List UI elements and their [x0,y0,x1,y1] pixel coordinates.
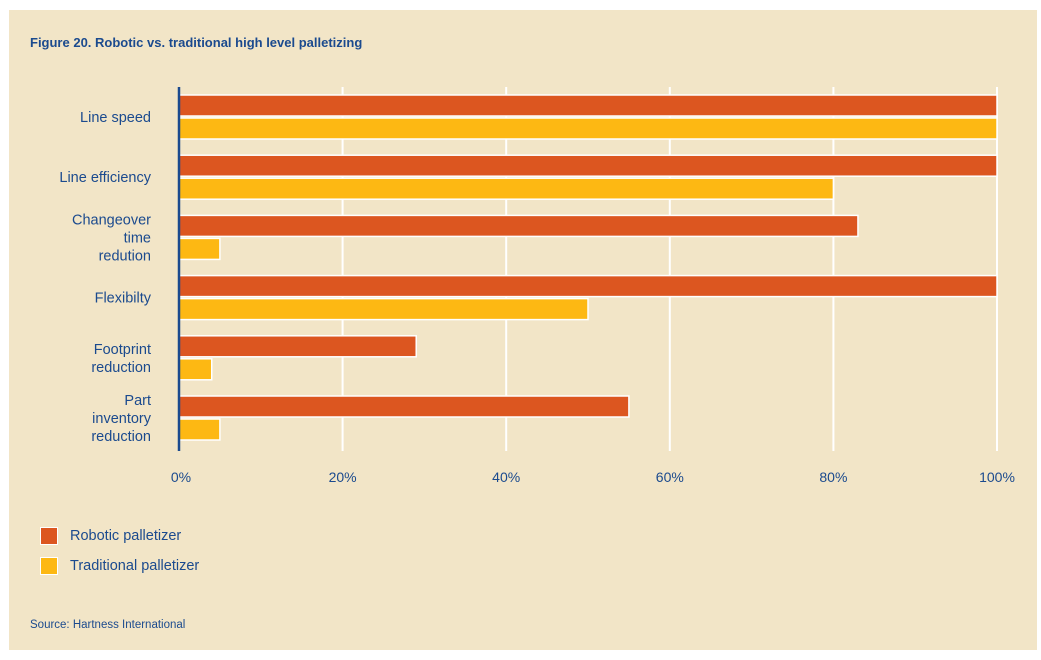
legend-swatch-robotic [40,527,58,545]
x-tick-label: 20% [329,469,357,485]
x-tick-label: 60% [656,469,684,485]
bar-traditional [178,297,589,321]
legend-swatch-traditional [40,557,58,575]
category-label: Footprint reduction [91,342,151,376]
bar-robotic [178,335,417,358]
legend-item-traditional: Traditional palletizer [40,551,199,581]
legend-label-traditional: Traditional palletizer [70,558,200,574]
bar-chart: Line speed Line efficiency Changeover time r… [59,87,1015,485]
figure-title: Figure 20. Robotic vs. traditional high … [30,35,363,50]
bar-traditional [178,117,998,140]
category-label: Part inventory reduction [91,393,151,445]
bar-traditional [178,418,221,441]
bar-robotic [178,154,998,177]
bar-traditional [178,177,835,200]
legend-label-robotic: Robotic palletizer [70,528,182,544]
x-tick-label: 100% [979,469,1015,485]
chart-legend: Robotic palletizer Traditional palletize… [40,521,199,581]
legend-item-robotic: Robotic palletizer [40,521,199,551]
category-label: Line efficiency [59,170,151,186]
bar-robotic [178,395,630,418]
x-tick-label: 0% [171,469,191,485]
category-label: Changeover time redution [72,212,151,264]
category-label: Flexibilty [95,291,152,307]
x-tick-label: 40% [492,469,520,485]
bar-traditional [178,358,213,381]
bar-traditional [178,237,221,261]
bar-robotic [178,214,859,238]
x-tick-label: 80% [819,469,847,485]
bar-robotic [178,274,998,298]
source-note: Source: Hartness International [30,619,186,631]
category-label: Line speed [80,110,151,126]
bar-robotic [178,94,998,117]
